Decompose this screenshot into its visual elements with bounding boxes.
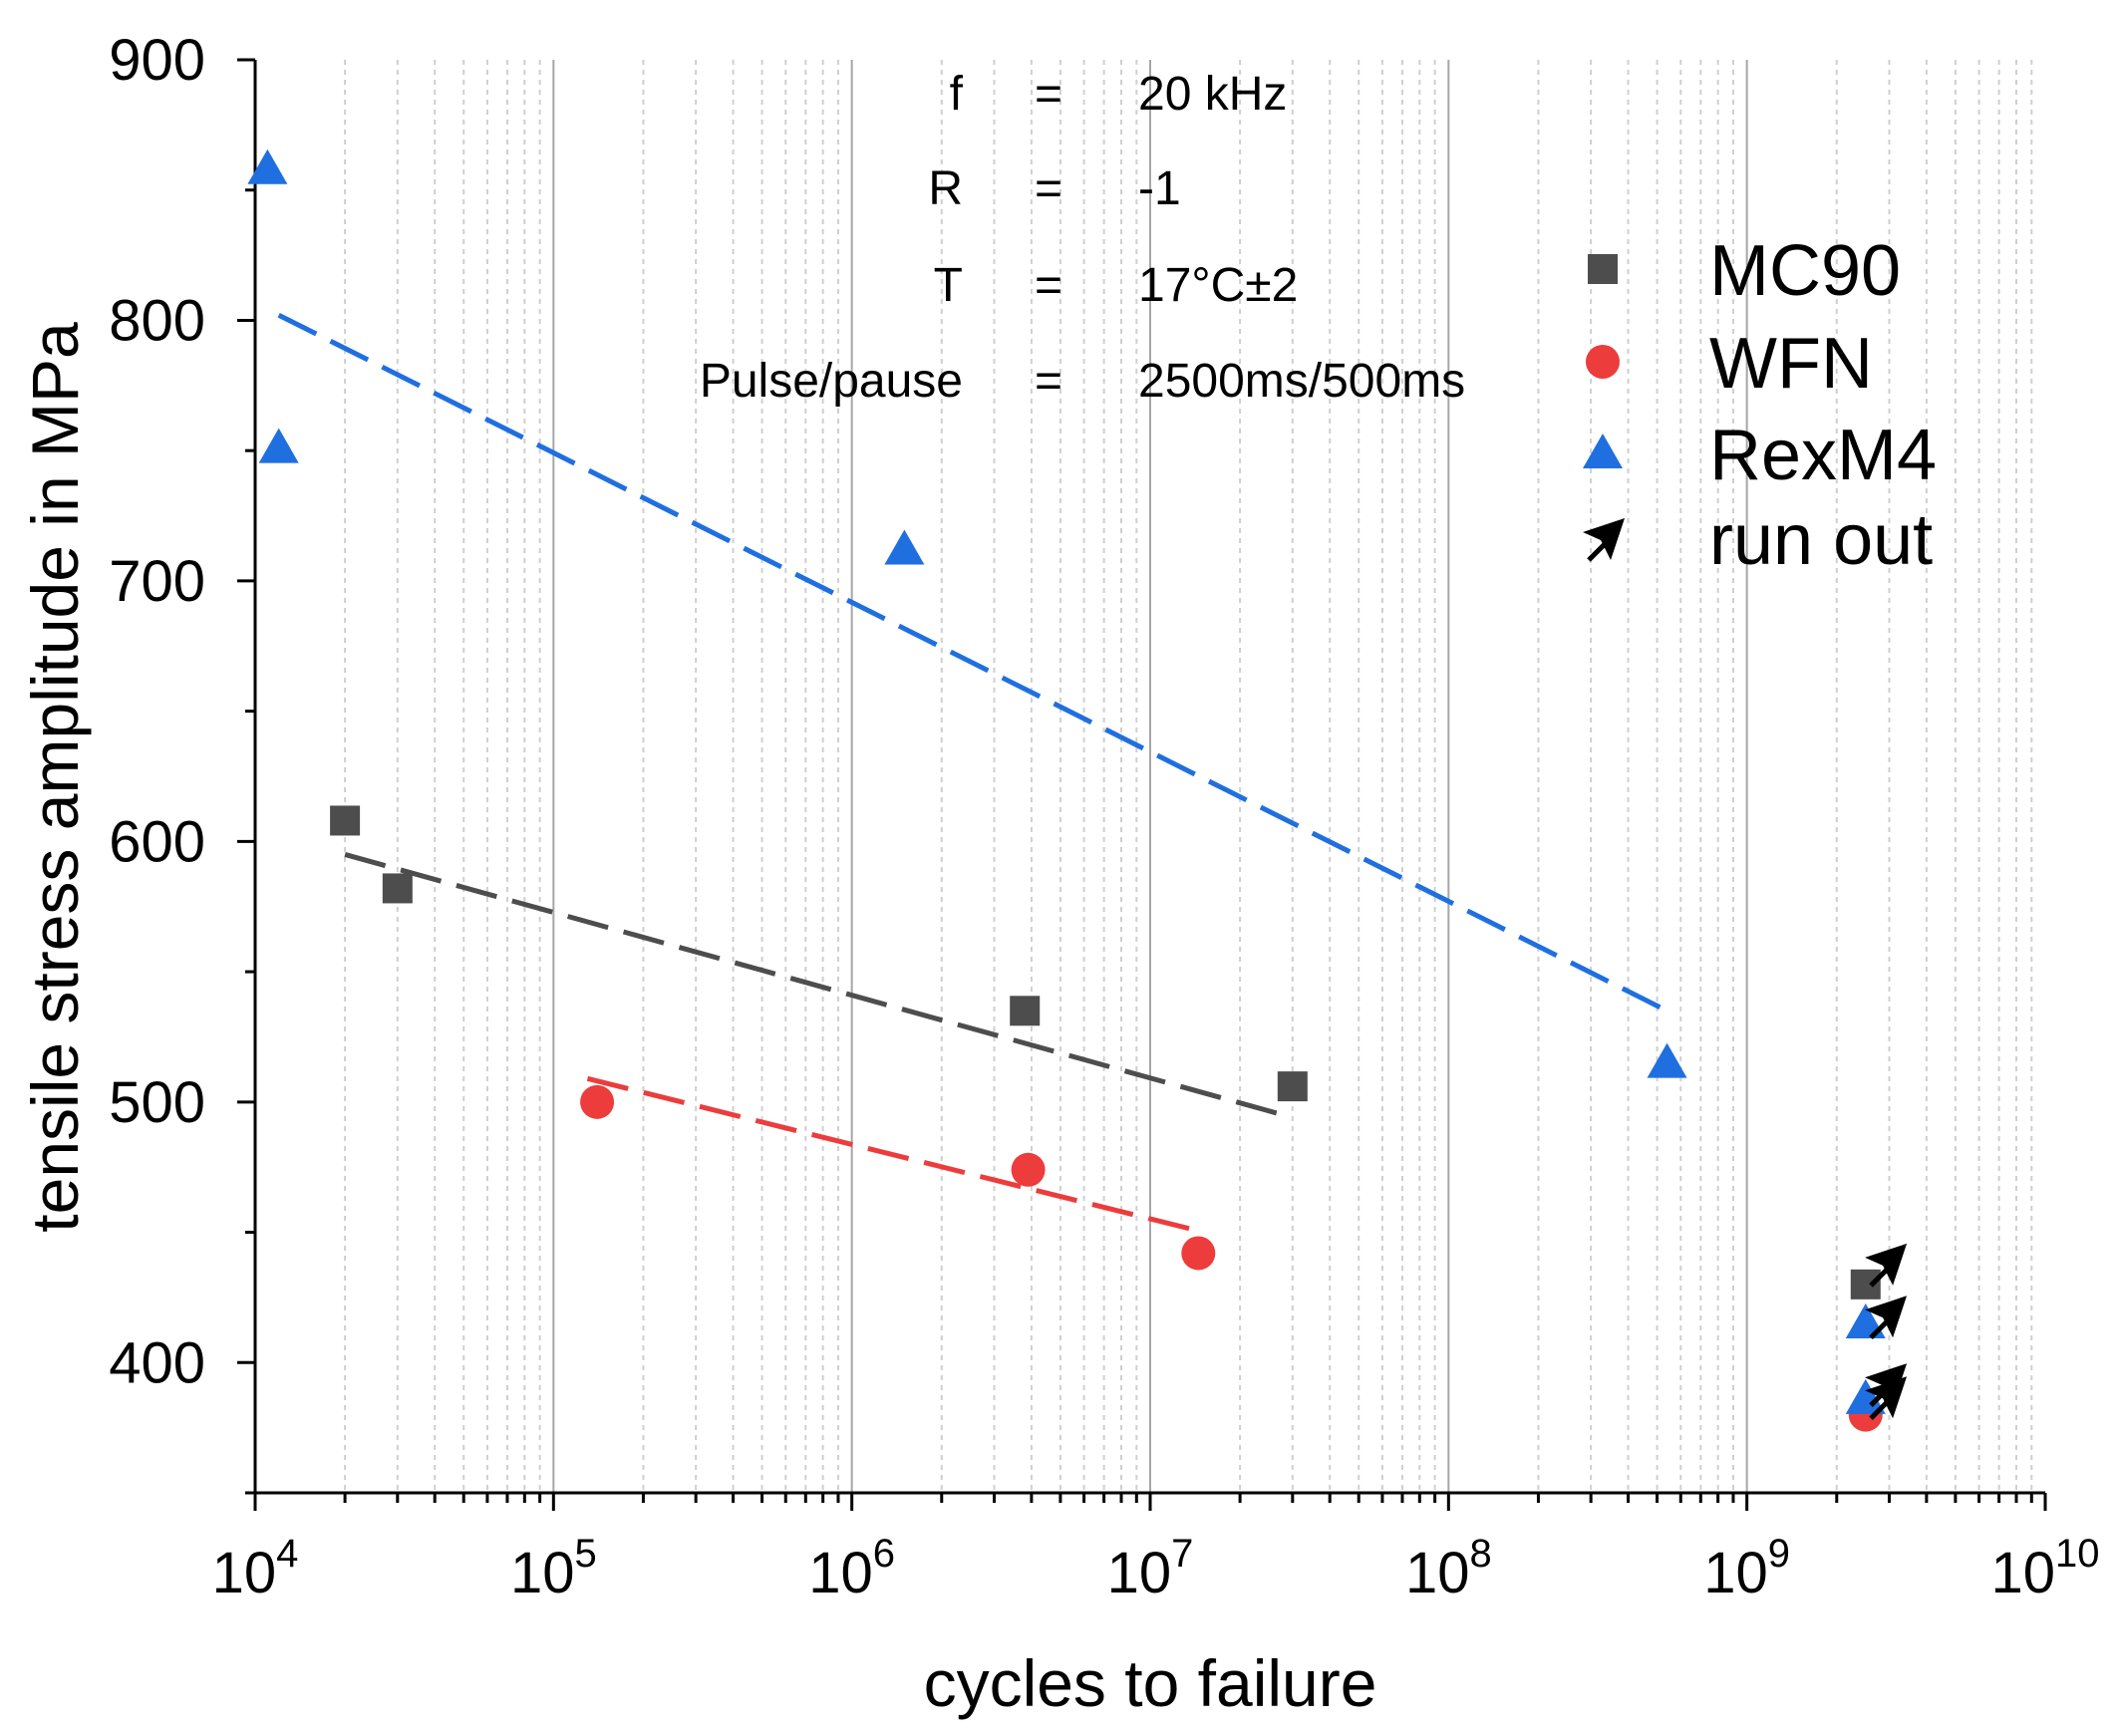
- parameter-equals: =: [1035, 259, 1062, 312]
- data-point-rexm4: [258, 428, 299, 463]
- legend-label-mc90: MC90: [1709, 231, 1901, 311]
- x-tick-label: 105: [510, 1532, 597, 1605]
- legend-marker-run-out: [1583, 518, 1625, 562]
- x-tick-label-exponent: 10: [2055, 1532, 2100, 1576]
- x-tick-label-base: 10: [212, 1541, 277, 1605]
- x-tick-label-base: 10: [1990, 1541, 2055, 1605]
- parameter-name: Pulse/pause: [700, 355, 963, 408]
- run-out-point-mc90: [1850, 1269, 1881, 1300]
- x-tick-label-base: 10: [1405, 1541, 1470, 1605]
- run-out-arrows: [1865, 1243, 1908, 1421]
- x-tick-label: 106: [808, 1532, 895, 1605]
- parameter-value: 20 kHz: [1138, 68, 1287, 121]
- run-out-arrow-tail: [1869, 1396, 1893, 1421]
- y-tick-label: 900: [109, 28, 205, 93]
- run-out-arrow-head: [1865, 1376, 1908, 1419]
- x-tick-label-exponent: 4: [276, 1532, 298, 1576]
- parameter-value: -1: [1138, 162, 1181, 215]
- x-tick-label: 107: [1107, 1532, 1194, 1605]
- legend-label-rexm4: RexM4: [1709, 416, 1937, 495]
- legend-label-wfn: WFN: [1709, 324, 1873, 404]
- parameter-value: 2500ms/500ms: [1138, 355, 1465, 408]
- legend-marker-rexm4: [1583, 434, 1623, 468]
- x-tick-label-exponent: 7: [1171, 1532, 1193, 1576]
- fit-line-rexm4: [277, 312, 1668, 1013]
- x-tick-label-base: 10: [510, 1541, 575, 1605]
- x-tick-label-base: 10: [808, 1541, 873, 1605]
- data-point-rexm4: [1647, 1042, 1687, 1078]
- fit-line-wfn: [586, 1075, 1195, 1233]
- run-out-arrow-tail: [1869, 1264, 1893, 1288]
- y-axis-title: tensile stress amplitude in MPa: [18, 322, 92, 1233]
- data-point-mc90: [1277, 1071, 1308, 1102]
- data-point-mc90: [1010, 996, 1041, 1026]
- fit-line-mc90: [344, 852, 1285, 1118]
- data-point-wfn: [1011, 1152, 1046, 1187]
- x-tick-label-base: 10: [1703, 1541, 1768, 1605]
- run-out-point-rexm4: [1845, 1378, 1886, 1414]
- run-out-arrow: [1865, 1296, 1908, 1339]
- x-tick-label: 109: [1703, 1532, 1790, 1605]
- y-tick-label: 400: [109, 1330, 205, 1395]
- parameter-value: 17°C±2: [1138, 259, 1298, 312]
- run-out-arrow-head: [1865, 1296, 1908, 1338]
- x-axis-title: cycles to failure: [924, 1646, 1377, 1720]
- parameter-name: R: [928, 162, 963, 215]
- data-point-mc90: [382, 873, 413, 904]
- run-out-arrow: [1865, 1243, 1908, 1288]
- run-out-arrow-tail: [1869, 1315, 1893, 1339]
- x-tick-label: 108: [1405, 1532, 1492, 1605]
- x-tick-label-exponent: 9: [1768, 1532, 1790, 1576]
- x-tick-label: 104: [212, 1532, 299, 1605]
- run-out-arrow-tail: [1587, 538, 1611, 562]
- parameter-name: T: [934, 259, 963, 312]
- parameter-equals: =: [1035, 162, 1062, 215]
- x-tick-label: 1010: [1990, 1532, 2099, 1605]
- y-tick-label: 500: [109, 1070, 205, 1135]
- x-tick-label-exponent: 5: [574, 1532, 596, 1576]
- parameter-equals: =: [1035, 355, 1062, 408]
- run-out-arrow-head: [1865, 1243, 1908, 1286]
- fit-lines: [277, 312, 1668, 1233]
- data-point-rexm4: [247, 148, 288, 184]
- y-tick-label: 600: [109, 809, 205, 874]
- grid-layer: [344, 60, 2033, 1493]
- parameter-equals: =: [1035, 68, 1062, 121]
- data-point-wfn: [580, 1084, 615, 1119]
- test-parameters: f = 20 kHz R = -1 T = 17°C±2 Pulse/pause = 2500ms/5…: [700, 68, 1465, 408]
- data-markers: [247, 148, 1886, 1432]
- legend-marker-mc90: [1588, 254, 1618, 284]
- x-tick-label-exponent: 8: [1469, 1532, 1491, 1576]
- parameter-name: f: [950, 68, 964, 121]
- legend-label-run-out: run out: [1709, 500, 1933, 580]
- x-tick-label-base: 10: [1107, 1541, 1172, 1605]
- legend-marker-wfn: [1586, 345, 1620, 379]
- data-point-mc90: [330, 805, 361, 836]
- run-out-arrow-head: [1583, 518, 1625, 560]
- data-point-wfn: [1181, 1236, 1216, 1271]
- y-tick-label: 700: [109, 549, 205, 614]
- y-tick-label: 800: [109, 288, 205, 353]
- x-tick-label-exponent: 6: [873, 1532, 895, 1576]
- run-out-arrow: [1865, 1376, 1908, 1421]
- data-point-rexm4: [884, 529, 925, 565]
